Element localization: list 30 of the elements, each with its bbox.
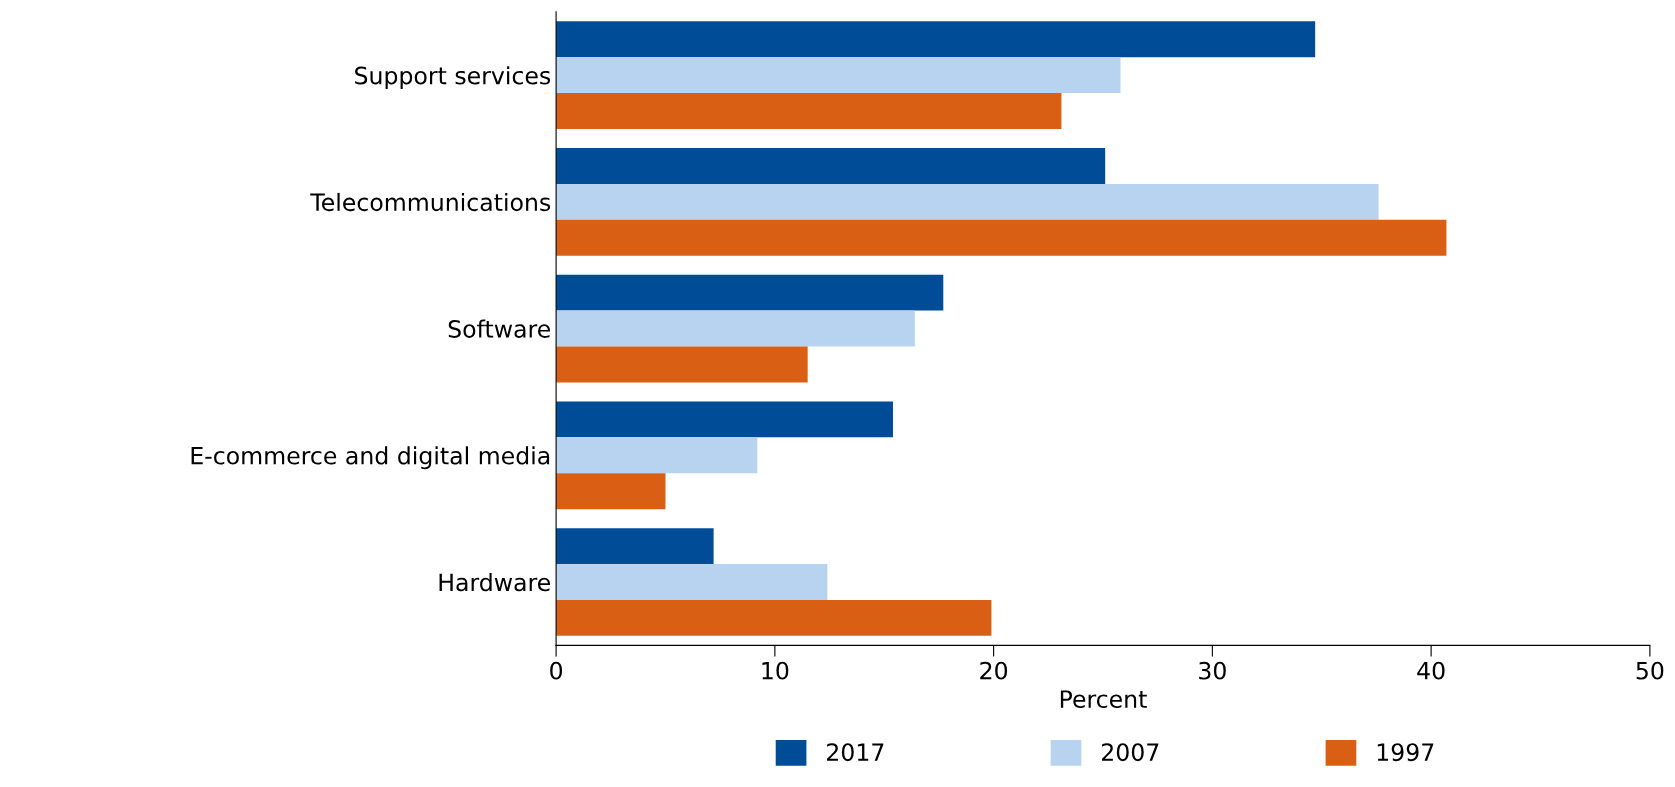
bar [556, 564, 828, 600]
bar [556, 274, 944, 311]
x-axis-title: Percent [1060, 690, 1147, 708]
legend-label: 1997 [1377, 743, 1434, 762]
y-tick-label: Support services [355, 66, 551, 90]
x-tick-label: 0 [550, 661, 563, 680]
bar [556, 346, 808, 383]
y-tick-label: E-commerce and digital media [191, 446, 550, 470]
bar [556, 219, 1447, 256]
bar [556, 310, 915, 347]
bar [556, 437, 758, 474]
x-tick-label: 30 [1199, 661, 1226, 680]
x-tick-label: 20 [980, 661, 1008, 680]
bar [556, 473, 666, 510]
legend-label: 2017 [827, 743, 884, 762]
bar [556, 148, 1106, 184]
x-tick-label: 50 [1636, 661, 1664, 680]
bar [556, 93, 1062, 130]
bar [556, 528, 714, 565]
bar [556, 599, 992, 636]
y-tick-label: Software [448, 319, 550, 338]
y-tick-label: Hardware [439, 573, 550, 592]
bar [556, 183, 1379, 220]
bar [556, 21, 1316, 58]
x-tick-label: 40 [1417, 661, 1445, 680]
bar [556, 57, 1121, 94]
bar [556, 401, 893, 438]
legend-label: 2007 [1101, 743, 1159, 762]
x-tick-label: 10 [762, 661, 789, 680]
y-tick-label: Telecommunications [310, 192, 551, 212]
